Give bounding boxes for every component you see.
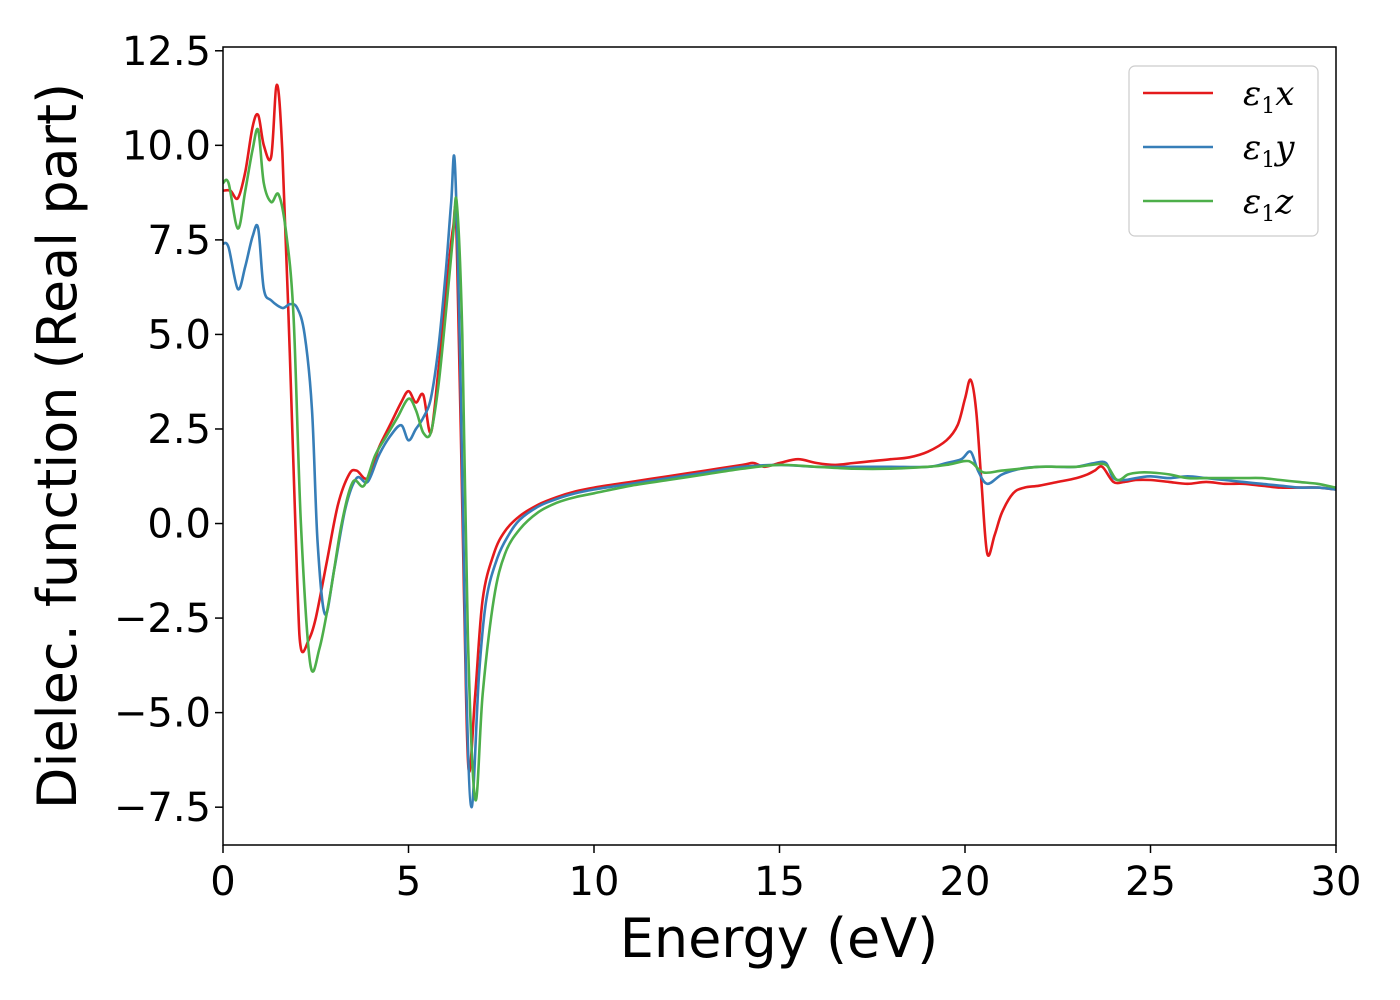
y-tick-label: 0.0 xyxy=(147,502,211,548)
legend-label-x: ε1x xyxy=(1243,74,1294,119)
y-tick-label: 2.5 xyxy=(147,407,211,453)
legend-label-z: ε1z xyxy=(1243,182,1294,227)
y-tick-label: 5.0 xyxy=(147,312,211,358)
y-tick-label: 10.0 xyxy=(122,123,211,169)
y-tick-label: 12.5 xyxy=(122,29,211,75)
series-line-x xyxy=(223,83,1336,774)
legend: ε1x ε1y ε1z xyxy=(1128,65,1319,237)
x-axis-ticks: 0 5 10 15 20 25 30 xyxy=(210,845,1361,905)
y-tick-label: −2.5 xyxy=(114,596,211,642)
x-axis-label: Energy (eV) xyxy=(620,907,939,970)
x-tick-label: 10 xyxy=(569,859,620,905)
series-line-y xyxy=(223,154,1336,809)
y-axis-label: Dielec. function (Real part) xyxy=(26,83,89,809)
x-tick-label: 0 xyxy=(210,859,235,905)
x-tick-label: 15 xyxy=(754,859,805,905)
x-tick-label: 25 xyxy=(1125,859,1176,905)
y-tick-label: −7.5 xyxy=(114,785,211,831)
y-axis-ticks: −7.5 −5.0 −2.5 0.0 2.5 5.0 7.5 10.0 12.5 xyxy=(114,29,223,831)
series-layer xyxy=(223,83,1336,809)
y-tick-label: −5.0 xyxy=(114,691,211,737)
legend-label-y: ε1y xyxy=(1243,128,1295,173)
x-tick-label: 5 xyxy=(396,859,421,905)
legend-box xyxy=(1128,65,1319,237)
x-tick-label: 30 xyxy=(1311,859,1362,905)
x-tick-label: 20 xyxy=(940,859,991,905)
series-line-z xyxy=(223,127,1336,802)
y-tick-label: 7.5 xyxy=(147,218,211,264)
